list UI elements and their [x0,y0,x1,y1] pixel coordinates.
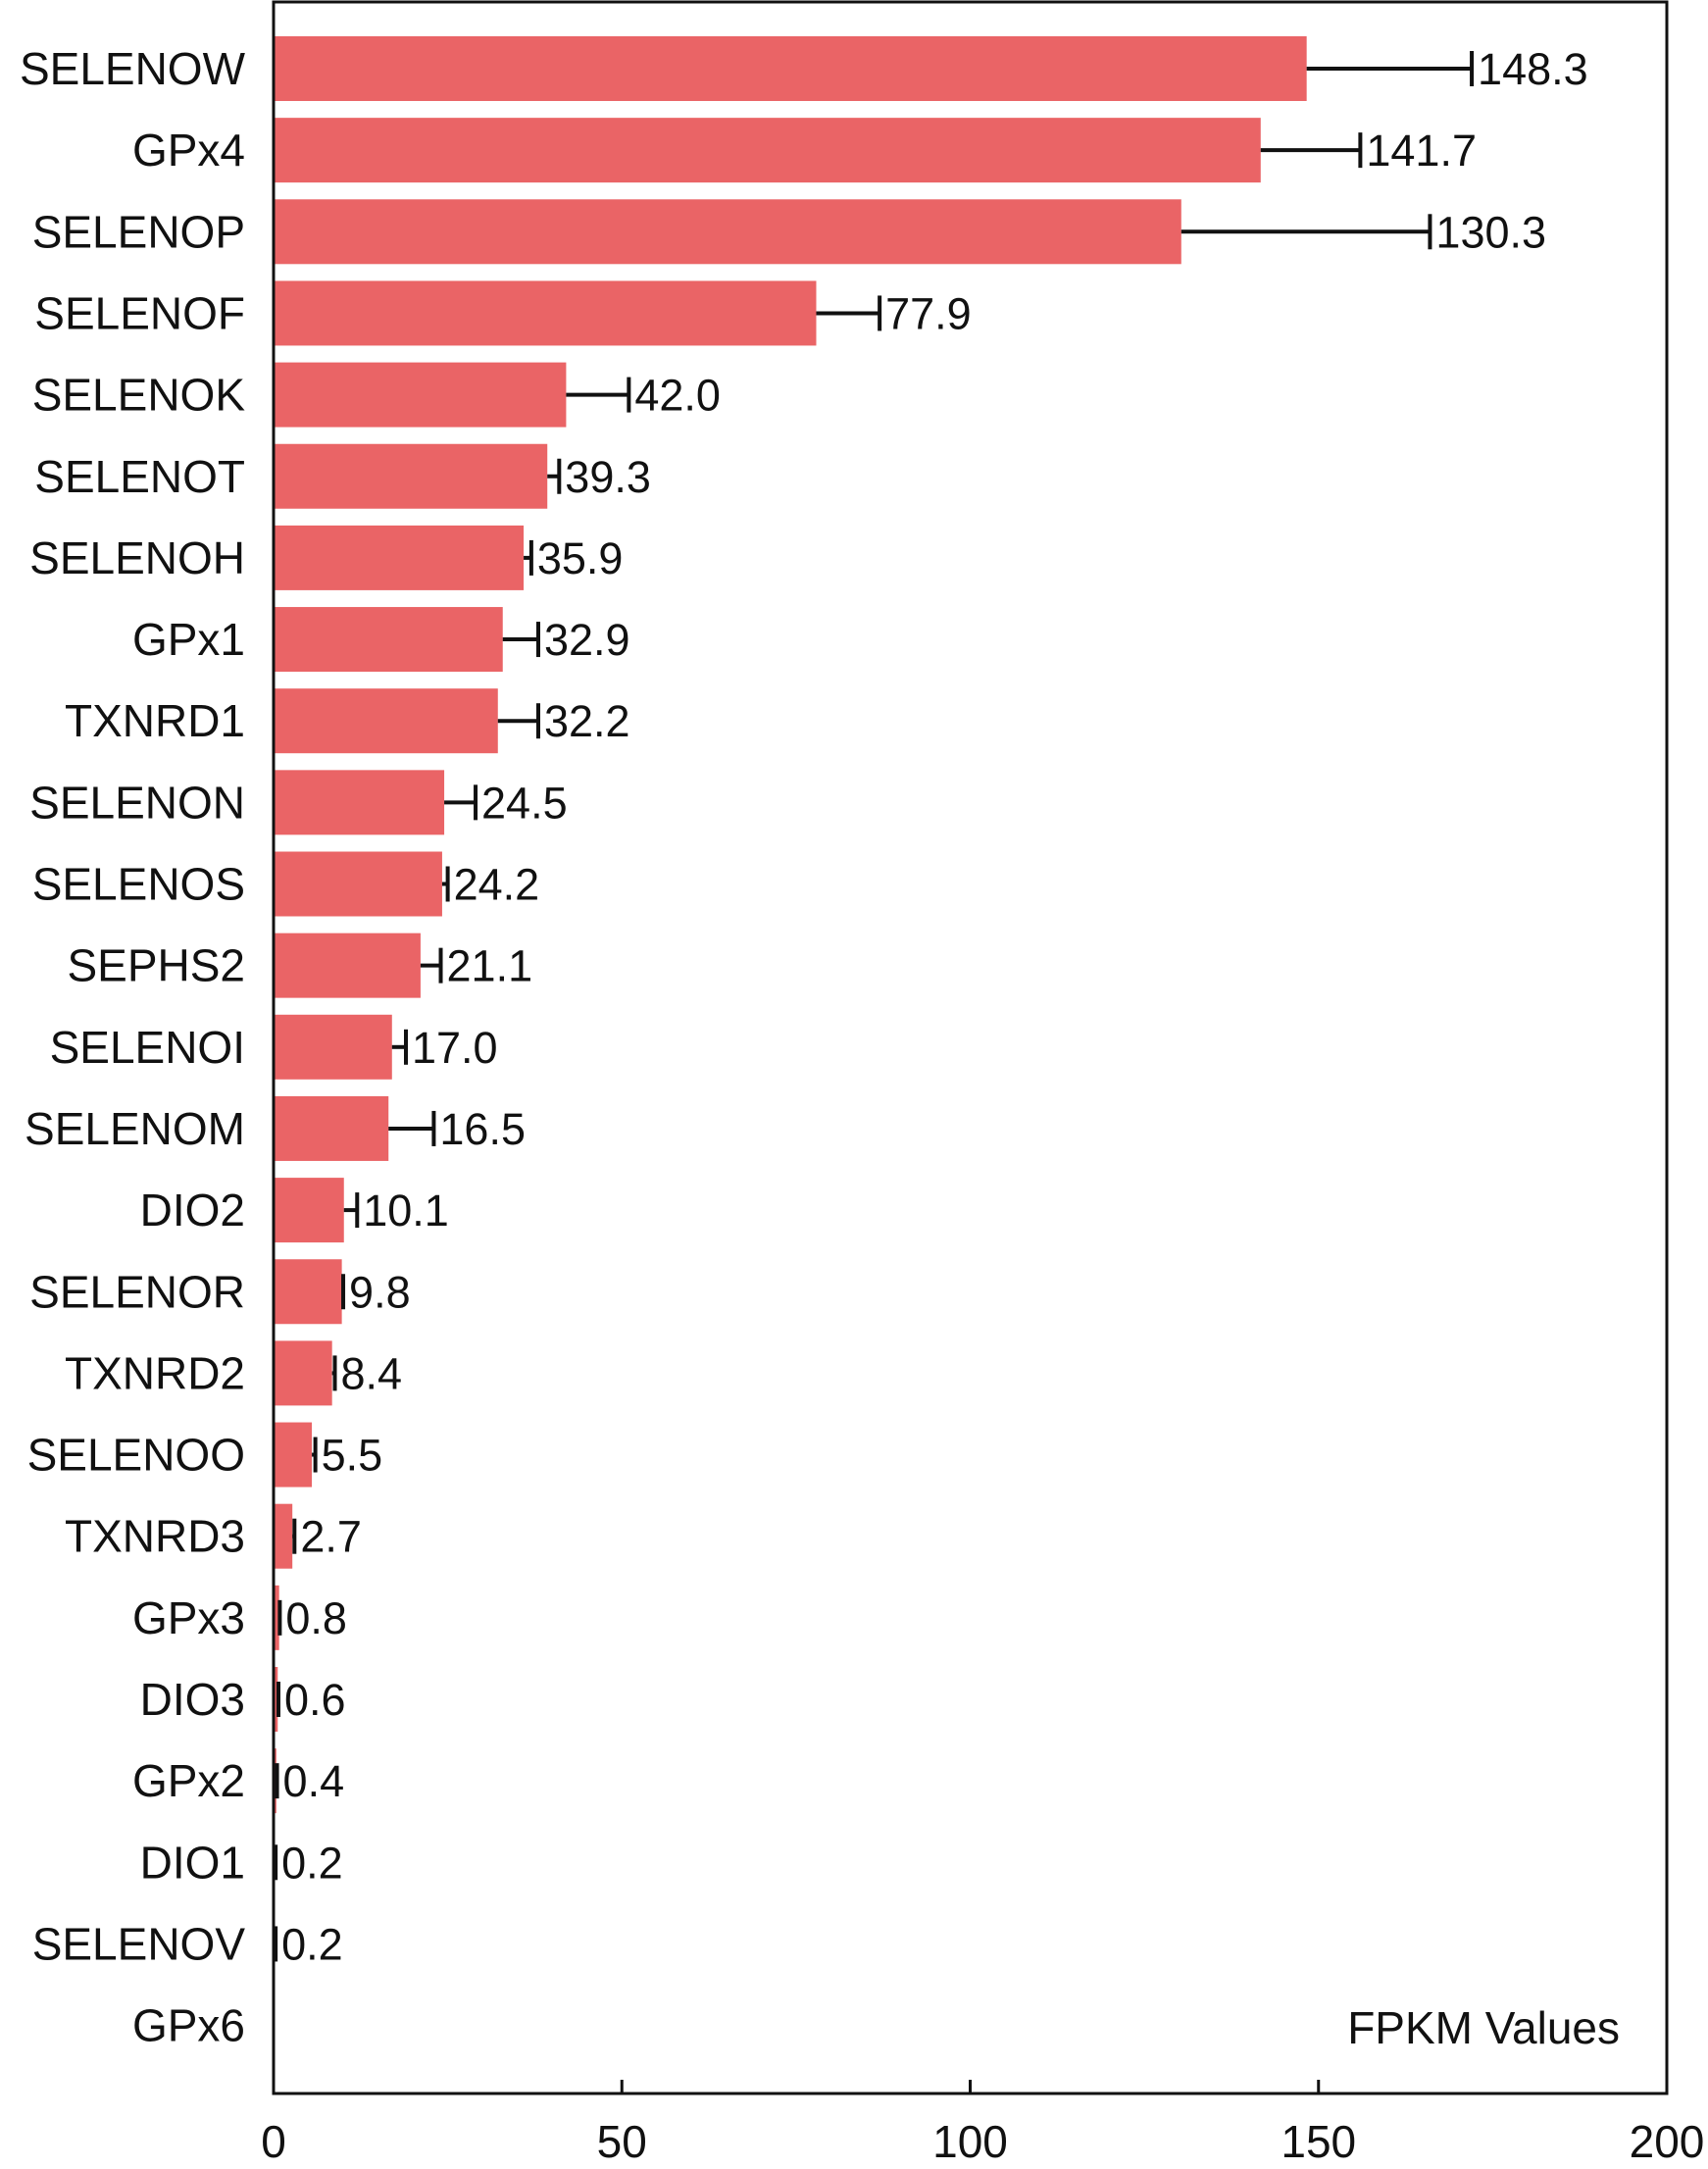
category-label: TXNRD2 [65,1347,245,1398]
category-labels-layer: SELENOW GPx4 SELENOP SELENOF SELENOK SELENOT S… [20,43,246,2051]
data-label: 77.9 [885,288,972,338]
category-label: DIO2 [140,1185,245,1236]
bar [274,525,525,590]
bar [274,607,503,673]
category-label: SELENOS [32,859,245,910]
category-label: SELENOH [29,532,245,583]
bar [274,688,498,754]
category-label: SELENOF [34,287,245,338]
bar [274,36,1307,101]
data-label: 35.9 [537,533,624,583]
category-label: TXNRD3 [65,1511,245,1562]
category-label: SELENOM [25,1103,245,1154]
bar [274,280,817,346]
category-label: GPx3 [132,1592,245,1643]
category-label: SEPHS2 [67,940,245,991]
x-tick-label: 0 [261,2116,286,2164]
bar [274,1503,293,1569]
category-label: SELENOI [50,1022,245,1073]
data-label: 32.9 [544,615,630,665]
x-tick-label: 200 [1630,2116,1705,2164]
category-label: SELENOO [27,1430,245,1481]
data-label: 9.8 [349,1267,411,1317]
data-label: 32.2 [544,696,630,746]
data-label: 0.8 [285,1593,347,1643]
data-label: 141.7 [1366,126,1477,176]
category-label: SELENON [29,777,245,828]
data-label: 17.0 [412,1023,498,1073]
category-label: SELENOR [29,1266,245,1317]
data-label: 42.0 [634,371,721,421]
x-tick-label: 50 [597,2116,647,2164]
bar [274,362,567,428]
bars-layer [274,36,1307,1977]
data-label: 130.3 [1435,207,1546,257]
data-label: 39.3 [565,452,651,502]
bar [274,1095,389,1161]
data-label: 0.2 [281,1919,343,1969]
bar [274,1178,344,1243]
bar [274,851,442,917]
category-label: GPx2 [132,1755,245,1806]
data-label: 21.1 [447,941,533,991]
category-label: DIO3 [140,1674,245,1725]
bar [274,1667,278,1732]
data-label: 16.5 [439,1104,526,1154]
category-label: GPx6 [132,2000,245,2051]
bar [274,1259,342,1325]
x-tick-label: 150 [1281,2116,1356,2164]
bar [274,443,548,509]
data-label: 5.5 [322,1431,383,1481]
chart-annotation: FPKM Values [1347,2002,1620,2053]
bar [274,199,1181,265]
category-label: TXNRD1 [65,695,245,746]
bar [274,1422,313,1488]
bar [274,1340,332,1406]
category-label: GPx1 [132,614,245,665]
plot-frame [272,0,1669,2095]
category-label: GPx4 [132,125,245,176]
data-label: 10.1 [363,1185,449,1236]
data-label: 24.5 [481,778,568,828]
data-label: 0.4 [283,1756,345,1806]
data-label: 0.2 [281,1838,343,1888]
error-bars-layer [274,51,1475,1962]
data-label: 148.3 [1478,44,1588,94]
data-label: 24.2 [454,860,540,910]
x-tick-label: 100 [932,2116,1008,2164]
category-label: SELENOW [20,43,246,94]
bar [274,770,445,835]
category-label: SELENOV [32,1918,246,1969]
data-label: 8.4 [341,1348,403,1398]
category-label: SELENOT [34,451,245,502]
category-label: SELENOK [32,370,246,421]
category-label: DIO1 [140,1837,245,1888]
data-label: 0.6 [284,1675,346,1725]
bar [274,1585,279,1650]
category-label: SELENOP [32,206,245,257]
bar [274,118,1261,183]
bar [274,1014,392,1080]
data-label: 2.7 [300,1512,362,1562]
bar [274,933,421,998]
